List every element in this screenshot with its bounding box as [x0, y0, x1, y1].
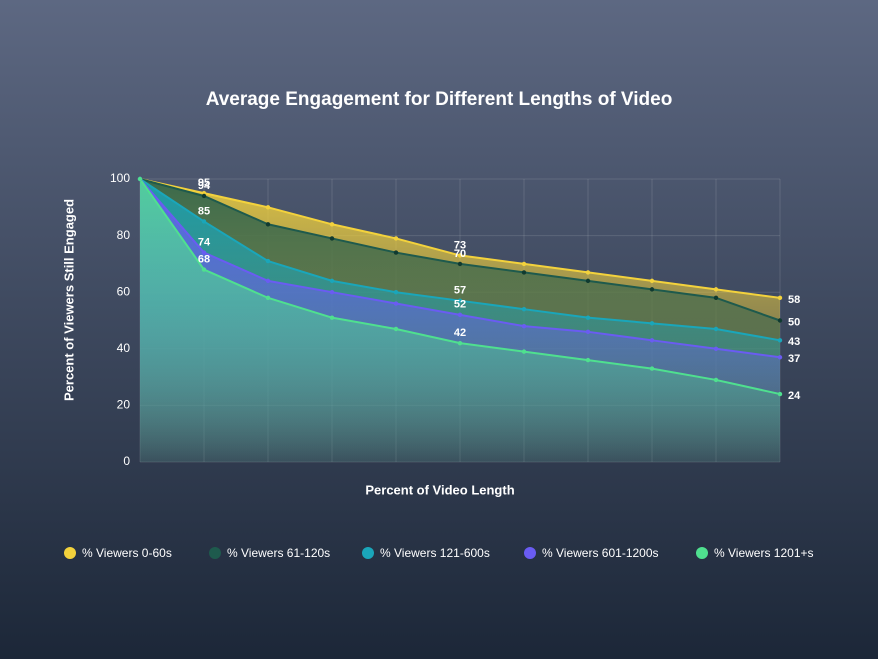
- point: [777, 338, 783, 343]
- x-axis-label: Percent of Video Length: [365, 482, 514, 497]
- y-tick-label: 80: [117, 228, 131, 242]
- point: [585, 357, 591, 363]
- point: [393, 250, 399, 255]
- point: [329, 222, 335, 227]
- point: [329, 315, 335, 320]
- legend-label: % Viewers 1201+s: [714, 546, 814, 560]
- value-label: 43: [788, 336, 800, 348]
- point: [521, 270, 527, 275]
- legend-label: % Viewers 601-1200s: [542, 546, 659, 560]
- legend-marker: [524, 547, 536, 559]
- point: [137, 176, 143, 182]
- y-tick-label: 100: [110, 171, 130, 185]
- legend-marker: [362, 547, 374, 559]
- legend-item: % Viewers 601-1200s: [524, 546, 659, 560]
- legend-label: % Viewers 121-600s: [380, 546, 490, 560]
- point: [585, 329, 591, 335]
- point: [777, 318, 783, 323]
- value-label: 74: [198, 236, 211, 248]
- legend-marker: [209, 547, 221, 559]
- value-label: 57: [454, 285, 466, 297]
- y-tick-label: 0: [123, 454, 130, 468]
- point: [713, 326, 719, 332]
- legend-label: % Viewers 0-60s: [82, 546, 172, 560]
- point: [649, 338, 655, 343]
- value-label: 24: [788, 390, 801, 402]
- point: [265, 295, 271, 301]
- point: [329, 236, 335, 241]
- point: [457, 298, 463, 303]
- y-tick-label: 40: [117, 341, 131, 355]
- value-label: 94: [198, 180, 211, 192]
- value-label: 50: [788, 316, 800, 328]
- y-tick-label: 60: [117, 284, 131, 298]
- point: [265, 205, 271, 210]
- point: [201, 193, 207, 199]
- point: [585, 278, 591, 284]
- point: [457, 340, 463, 346]
- point: [393, 236, 399, 241]
- value-label: 37: [788, 353, 800, 365]
- y-tick-label: 20: [117, 398, 131, 412]
- point: [585, 270, 591, 275]
- point: [201, 219, 207, 224]
- value-label: 52: [454, 299, 466, 311]
- point: [649, 287, 655, 292]
- value-label: 42: [454, 327, 466, 339]
- point: [329, 278, 335, 284]
- point: [201, 250, 207, 255]
- point: [649, 321, 655, 326]
- point: [201, 267, 207, 272]
- value-label: 58: [788, 294, 800, 306]
- legend-marker: [696, 547, 708, 559]
- point: [585, 315, 591, 320]
- point: [713, 295, 719, 301]
- legend-marker: [64, 547, 76, 559]
- point: [265, 222, 271, 227]
- point: [265, 258, 271, 264]
- legend-item: % Viewers 61-120s: [209, 546, 330, 560]
- point: [457, 312, 463, 318]
- value-label: 68: [198, 253, 210, 265]
- point: [713, 287, 719, 292]
- point: [393, 326, 399, 332]
- legend-item: % Viewers 1201+s: [696, 546, 814, 560]
- point: [393, 301, 399, 306]
- point: [265, 278, 271, 284]
- legend-item: % Viewers 0-60s: [64, 546, 172, 560]
- legend-item: % Viewers 121-600s: [362, 546, 490, 560]
- value-label: 70: [454, 248, 466, 260]
- point: [713, 377, 719, 383]
- legend-label: % Viewers 61-120s: [227, 546, 330, 560]
- value-label: 85: [198, 205, 210, 217]
- y-axis-label: Percent of Viewers Still Engaged: [61, 199, 76, 401]
- point: [777, 355, 783, 360]
- point: [777, 295, 783, 301]
- point: [713, 346, 719, 351]
- point: [457, 253, 463, 258]
- point: [329, 290, 335, 295]
- point: [777, 391, 783, 397]
- point: [521, 261, 527, 267]
- chart-title: Average Engagement for Different Lengths…: [206, 89, 673, 110]
- point: [521, 306, 527, 312]
- point: [393, 290, 399, 295]
- point: [649, 366, 655, 371]
- point: [521, 323, 527, 329]
- point: [457, 261, 463, 267]
- area: [140, 179, 780, 462]
- value-label: 73: [454, 239, 466, 251]
- point: [649, 278, 655, 284]
- point: [521, 349, 527, 354]
- value-label: 95: [198, 177, 210, 189]
